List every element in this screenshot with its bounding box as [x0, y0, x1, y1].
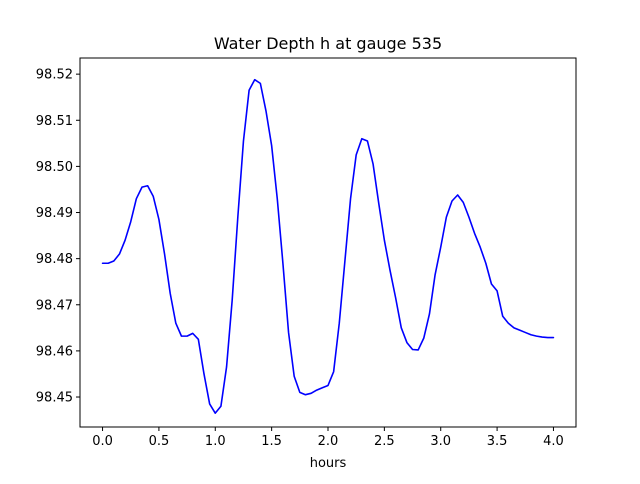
y-tick-label-6: 98.51: [36, 114, 73, 129]
x-tick-label-7: 3.5: [487, 434, 508, 449]
x-tick-label-4: 2.0: [318, 434, 339, 449]
y-tick-label-3: 98.48: [36, 252, 73, 267]
plot-area: 0.0 0.5 1.0 1.5 2.0 2.5 3.0 3.5 4.0 98.45 98.46 98.…: [36, 57, 577, 449]
x-tick-label-3: 1.5: [261, 434, 282, 449]
series-line-0: [101, 78, 555, 414]
x-tick-label-1: 0.5: [149, 434, 170, 449]
y-tick-label-1: 98.46: [36, 344, 73, 359]
x-tick-label-5: 2.5: [374, 434, 395, 449]
y-tick-label-7: 98.52: [36, 68, 73, 83]
x-axis-label: hours: [310, 456, 347, 471]
x-tick-label-0: 0.0: [92, 434, 113, 449]
x-tick-label-6: 3.0: [430, 434, 451, 449]
y-tick-label-2: 98.47: [36, 298, 73, 313]
x-tick-label-2: 1.0: [205, 434, 226, 449]
y-tick-label-4: 98.49: [36, 206, 73, 221]
y-tick-label-0: 98.45: [36, 391, 73, 406]
y-tick-label-5: 98.50: [36, 160, 73, 175]
x-tick-label-8: 4.0: [543, 434, 564, 449]
chart-title: Water Depth h at gauge 535: [214, 34, 442, 53]
